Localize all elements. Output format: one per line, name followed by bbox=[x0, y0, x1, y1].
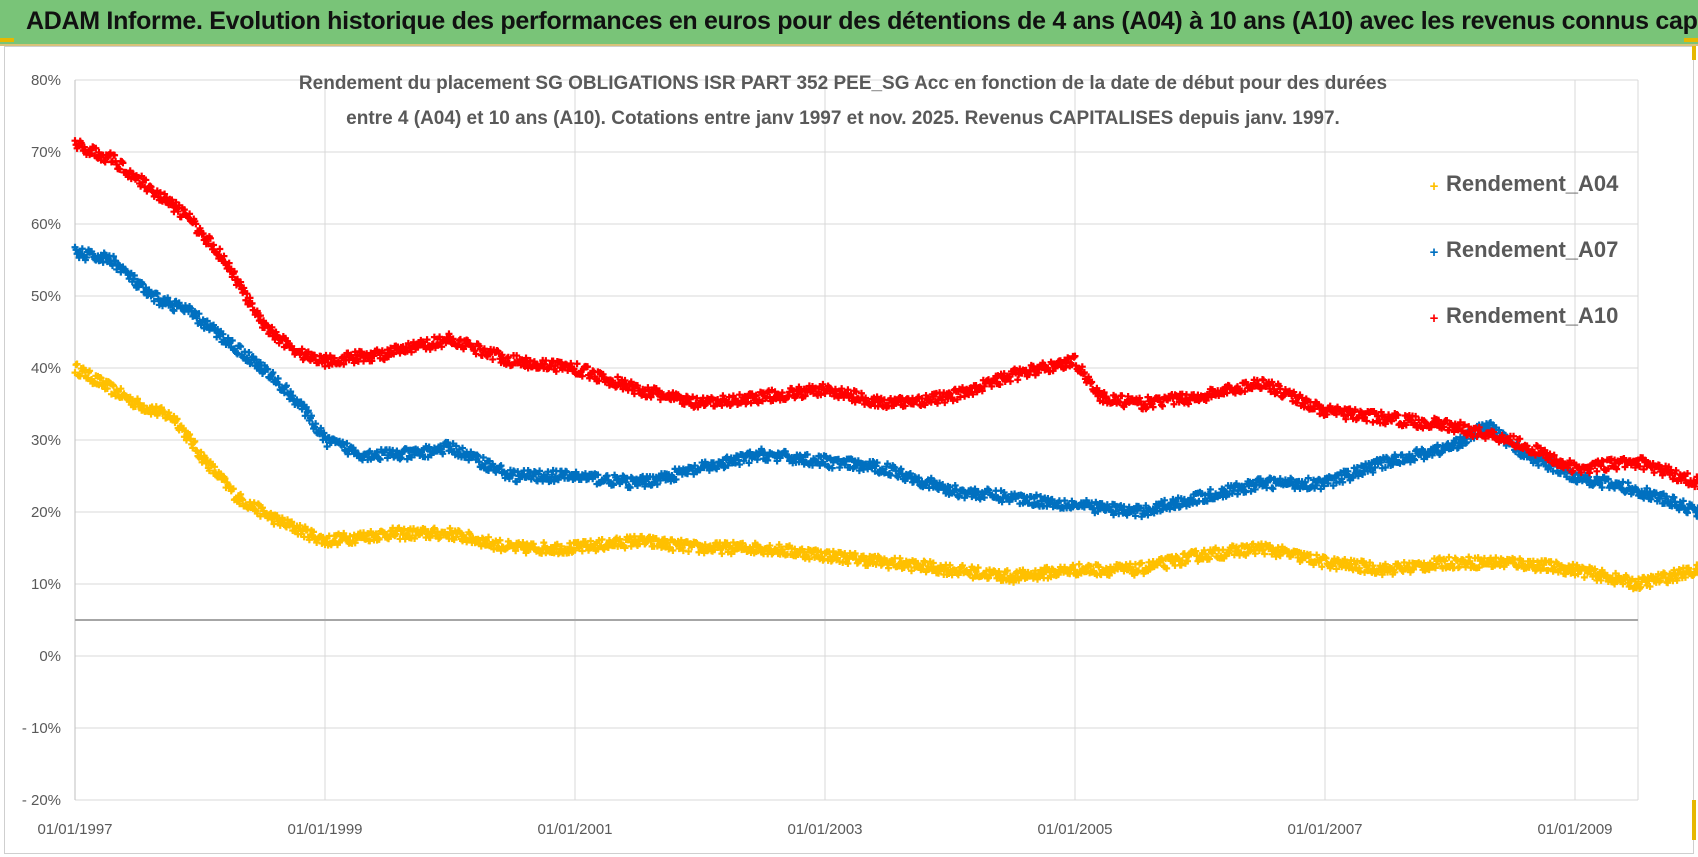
series-Rendement_A04 bbox=[71, 360, 1698, 593]
point-Rendement_A04 bbox=[929, 559, 937, 567]
point-Rendement_A04 bbox=[805, 555, 813, 563]
point-Rendement_A04 bbox=[553, 540, 561, 548]
corner-mark-bottom-right bbox=[1692, 800, 1696, 840]
point-Rendement_A04 bbox=[685, 547, 693, 555]
banner-title: ADAM Informe. Evolution historique des p… bbox=[26, 7, 1698, 35]
chart-frame bbox=[4, 46, 1694, 854]
point-Rendement_A04 bbox=[669, 546, 677, 554]
point-Rendement_A04 bbox=[519, 539, 527, 547]
point-Rendement_A04 bbox=[749, 543, 757, 551]
corner-mark-right-edge bbox=[1692, 46, 1696, 60]
point-Rendement_A04 bbox=[236, 500, 244, 508]
point-Rendement_A04 bbox=[485, 533, 493, 541]
point-Rendement_A04 bbox=[820, 555, 828, 563]
point-Rendement_A04 bbox=[1261, 550, 1269, 558]
point-Rendement_A04 bbox=[1069, 561, 1077, 569]
point-Rendement_A04 bbox=[86, 367, 94, 375]
point-Rendement_A04 bbox=[885, 564, 893, 572]
series-layer bbox=[71, 137, 1698, 593]
point-Rendement_A04 bbox=[205, 467, 213, 475]
point-Rendement_A04 bbox=[946, 561, 954, 569]
point-Rendement_A04 bbox=[134, 395, 141, 403]
point-Rendement_A04 bbox=[239, 496, 247, 504]
point-Rendement_A04 bbox=[1163, 564, 1171, 572]
point-Rendement_A04 bbox=[1205, 555, 1213, 563]
point-Rendement_A04 bbox=[522, 549, 530, 557]
point-Rendement_A04 bbox=[851, 550, 859, 558]
point-Rendement_A04 bbox=[229, 485, 237, 493]
point-Rendement_A04 bbox=[197, 448, 205, 456]
point-Rendement_A04 bbox=[718, 550, 726, 558]
point-Rendement_A04 bbox=[729, 538, 737, 546]
point-Rendement_A04 bbox=[1306, 551, 1314, 559]
point-Rendement_A04 bbox=[430, 524, 438, 532]
point-Rendement_A04 bbox=[621, 544, 629, 552]
point-Rendement_A04 bbox=[604, 544, 612, 552]
point-Rendement_A04 bbox=[1095, 563, 1103, 571]
point-Rendement_A04 bbox=[372, 530, 380, 538]
point-Rendement_A04 bbox=[1015, 576, 1023, 584]
point-Rendement_A04 bbox=[73, 360, 81, 368]
point-Rendement_A04 bbox=[1003, 567, 1011, 575]
point-Rendement_A04 bbox=[1219, 546, 1227, 554]
point-Rendement_A04 bbox=[221, 475, 229, 483]
point-Rendement_A04 bbox=[775, 541, 783, 549]
point-Rendement_A04 bbox=[1075, 560, 1083, 568]
point-Rendement_A04 bbox=[959, 561, 966, 569]
corner-mark-top-left bbox=[0, 38, 14, 42]
point-Rendement_A04 bbox=[739, 539, 747, 547]
point-Rendement_A04 bbox=[273, 512, 281, 520]
point-Rendement_A04 bbox=[117, 385, 125, 393]
point-Rendement_A04 bbox=[182, 436, 190, 444]
point-Rendement_A04 bbox=[346, 532, 354, 540]
point-Rendement_A04 bbox=[578, 547, 586, 555]
point-Rendement_A04 bbox=[1251, 550, 1259, 558]
point-Rendement_A04 bbox=[571, 546, 579, 554]
point-Rendement_A04 bbox=[211, 463, 219, 471]
point-Rendement_A04 bbox=[512, 547, 520, 555]
corner-mark-top-right bbox=[1684, 38, 1698, 42]
point-Rendement_A04 bbox=[191, 437, 199, 445]
point-Rendement_A04 bbox=[496, 536, 504, 544]
point-Rendement_A04 bbox=[616, 535, 624, 543]
gridlines bbox=[74, 79, 1639, 801]
point-Rendement_A04 bbox=[375, 535, 383, 543]
point-Rendement_A04 bbox=[974, 564, 982, 572]
point-Rendement_A04 bbox=[256, 512, 264, 520]
point-Rendement_A04 bbox=[587, 537, 595, 545]
point-Rendement_A04 bbox=[1087, 562, 1095, 570]
point-Rendement_A04 bbox=[103, 385, 111, 393]
point-Rendement_A04 bbox=[296, 521, 304, 529]
point-Rendement_A04 bbox=[288, 518, 296, 526]
point-Rendement_A04 bbox=[173, 415, 181, 423]
point-Rendement_A04 bbox=[557, 542, 565, 550]
point-Rendement_A04 bbox=[250, 499, 258, 507]
point-Rendement_A04 bbox=[1105, 571, 1113, 579]
title-banner: ADAM Informe. Evolution historique des p… bbox=[0, 0, 1698, 46]
point-Rendement_A04 bbox=[1138, 559, 1146, 567]
point-Rendement_A04 bbox=[270, 520, 278, 528]
point-Rendement_A04 bbox=[598, 536, 606, 544]
point-Rendement_A04 bbox=[97, 374, 105, 382]
point-Rendement_A04 bbox=[400, 525, 408, 533]
point-Rendement_A04 bbox=[110, 382, 118, 390]
point-Rendement_A04 bbox=[310, 528, 318, 536]
